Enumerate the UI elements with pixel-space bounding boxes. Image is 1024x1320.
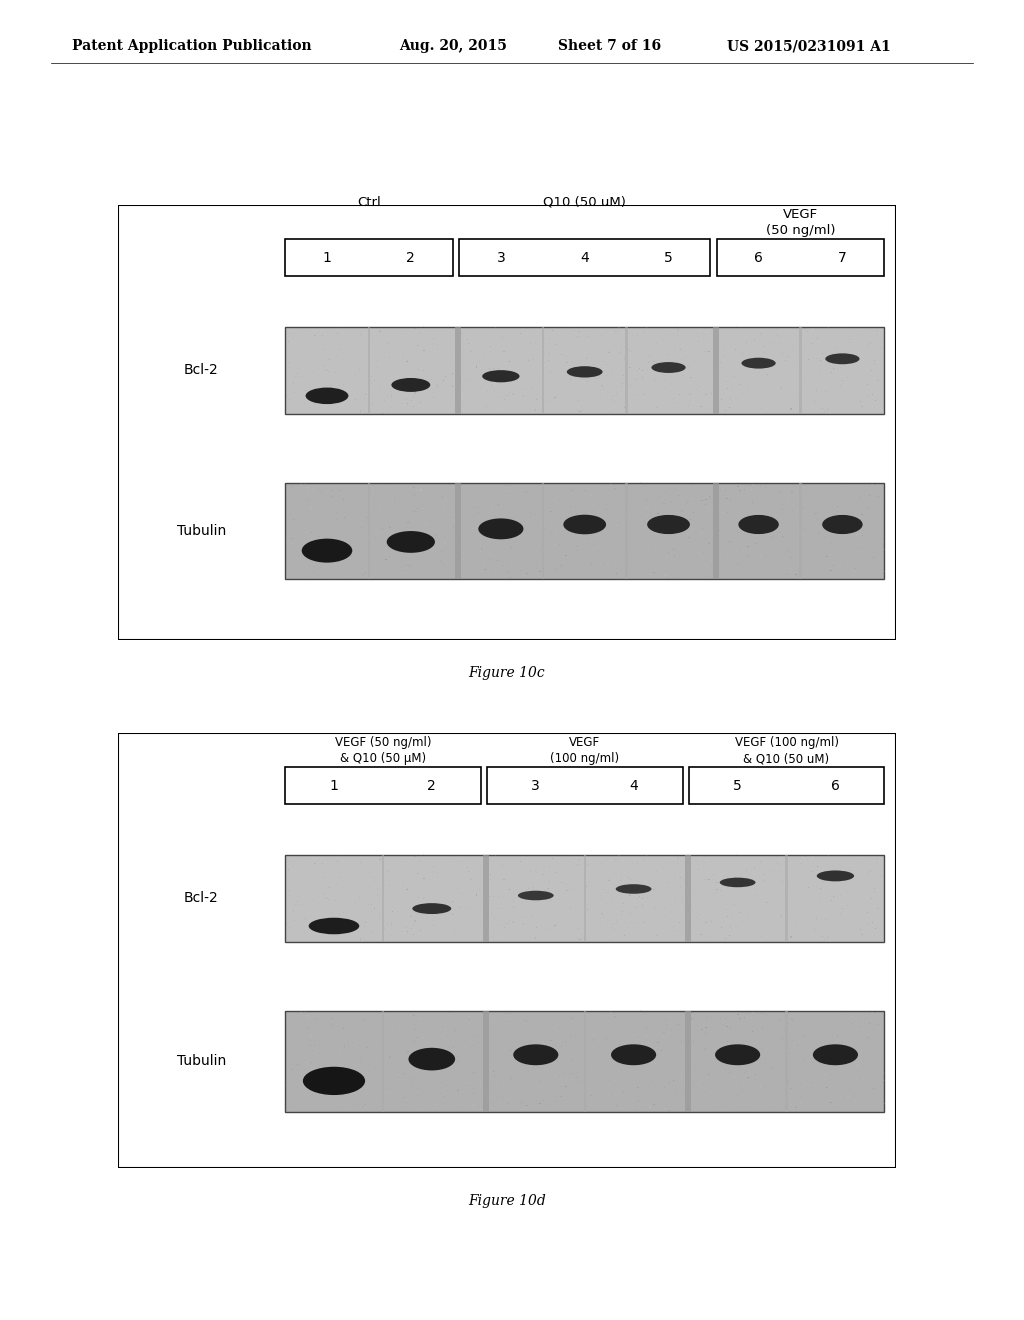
Bar	[285, 483, 885, 579]
Bar	[486, 767, 683, 804]
Ellipse shape	[478, 519, 523, 540]
Bar	[382, 854, 384, 941]
Bar	[285, 854, 885, 941]
Ellipse shape	[482, 370, 519, 383]
Ellipse shape	[817, 870, 854, 882]
Text: Tubulin: Tubulin	[177, 524, 226, 539]
Bar	[785, 854, 787, 941]
Bar	[800, 326, 802, 413]
Ellipse shape	[567, 366, 602, 378]
Ellipse shape	[615, 884, 651, 894]
Bar	[455, 483, 461, 579]
Bar	[368, 326, 370, 413]
Bar	[713, 326, 719, 413]
Bar	[382, 1011, 384, 1111]
Bar	[584, 1011, 586, 1111]
Text: 2: 2	[427, 779, 436, 793]
Text: Tubulin: Tubulin	[177, 1055, 226, 1068]
Text: Bcl-2: Bcl-2	[184, 891, 219, 906]
Text: 3: 3	[531, 779, 541, 793]
Text: 2: 2	[407, 251, 415, 265]
Text: Aug. 20, 2015: Aug. 20, 2015	[399, 40, 507, 53]
Bar	[626, 483, 628, 579]
Text: 1: 1	[323, 251, 332, 265]
Bar	[285, 767, 480, 804]
Bar	[455, 326, 461, 413]
Ellipse shape	[611, 1044, 656, 1065]
Text: 4: 4	[629, 779, 638, 793]
Ellipse shape	[563, 515, 606, 535]
Text: US 2015/0231091 A1: US 2015/0231091 A1	[727, 40, 891, 53]
Bar	[685, 854, 691, 941]
Text: 6: 6	[754, 251, 763, 265]
Bar	[689, 767, 885, 804]
Ellipse shape	[720, 878, 756, 887]
Text: Figure 10c: Figure 10c	[469, 667, 545, 680]
Ellipse shape	[647, 515, 690, 535]
Bar	[717, 239, 885, 276]
Text: 3: 3	[497, 251, 505, 265]
Ellipse shape	[651, 362, 686, 374]
Ellipse shape	[825, 354, 859, 364]
Ellipse shape	[303, 1067, 366, 1096]
Text: 5: 5	[665, 251, 673, 265]
Ellipse shape	[715, 1044, 760, 1065]
Bar	[685, 1011, 691, 1111]
Bar	[285, 239, 453, 276]
Ellipse shape	[409, 1048, 455, 1071]
Text: Ctrl: Ctrl	[357, 195, 381, 209]
Text: VEGF (50 ng/ml)
& Q10 (50 μM): VEGF (50 ng/ml) & Q10 (50 μM)	[335, 737, 431, 766]
Text: Sheet 7 of 16: Sheet 7 of 16	[558, 40, 662, 53]
Text: 4: 4	[581, 251, 589, 265]
Text: Figure 10d: Figure 10d	[468, 1195, 546, 1208]
Text: 1: 1	[330, 779, 338, 793]
Bar	[626, 326, 628, 413]
Ellipse shape	[738, 515, 779, 535]
Text: VEGF
(50 ng/ml): VEGF (50 ng/ml)	[766, 209, 836, 238]
Bar	[285, 1011, 885, 1111]
Bar	[459, 239, 711, 276]
Ellipse shape	[387, 531, 435, 553]
Text: VEGF (100 ng/ml)
& Q10 (50 uM): VEGF (100 ng/ml) & Q10 (50 uM)	[734, 737, 839, 766]
Bar	[483, 1011, 489, 1111]
Bar	[483, 854, 489, 941]
Ellipse shape	[391, 378, 430, 392]
Bar	[800, 483, 802, 579]
Ellipse shape	[813, 1044, 858, 1065]
Text: 5: 5	[733, 779, 742, 793]
Ellipse shape	[513, 1044, 558, 1065]
Bar	[713, 483, 719, 579]
Ellipse shape	[741, 358, 776, 368]
Text: Q10 (50 uM): Q10 (50 uM)	[544, 195, 626, 209]
Text: Patent Application Publication: Patent Application Publication	[72, 40, 311, 53]
Ellipse shape	[822, 515, 862, 535]
Ellipse shape	[305, 388, 348, 404]
Ellipse shape	[413, 903, 452, 913]
Bar	[785, 1011, 787, 1111]
Ellipse shape	[302, 539, 352, 562]
Text: Bcl-2: Bcl-2	[184, 363, 219, 378]
Bar	[368, 483, 370, 579]
Bar	[285, 326, 885, 413]
Text: VEGF
(100 ng/ml): VEGF (100 ng/ml)	[550, 737, 620, 766]
Text: 6: 6	[831, 779, 840, 793]
Text: 7: 7	[838, 251, 847, 265]
Bar	[542, 483, 544, 579]
Ellipse shape	[308, 917, 359, 935]
Ellipse shape	[518, 891, 554, 900]
Bar	[542, 326, 544, 413]
Bar	[584, 854, 586, 941]
